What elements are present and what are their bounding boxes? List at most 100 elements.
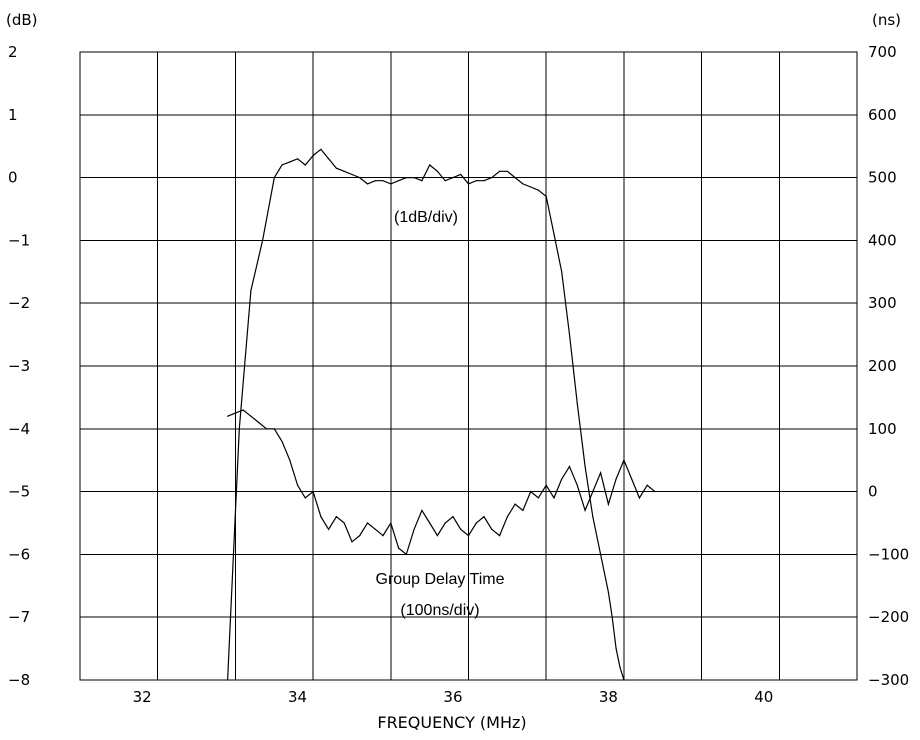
- amplitude-point: [274, 177, 275, 178]
- amplitude-point: [289, 161, 290, 162]
- group-delay-point: [507, 516, 508, 517]
- group-delay-point: [344, 522, 345, 523]
- amplitude-scale-label: (1dB/div): [394, 209, 458, 226]
- right-axis-unit: (ns): [872, 11, 901, 29]
- group-delay-point: [499, 535, 500, 536]
- amplitude-point: [305, 164, 306, 165]
- group-delay-point: [577, 485, 578, 486]
- amplitude-point: [328, 158, 329, 159]
- group-delay-point: [281, 441, 282, 442]
- group-delay-trace: [228, 410, 655, 554]
- x-axis-title: FREQUENCY (MHz): [377, 713, 526, 732]
- left-y-tick-label: 0: [8, 169, 18, 187]
- group-delay-point: [654, 491, 655, 492]
- amplitude-point: [538, 190, 539, 191]
- right-y-tick-label: −200: [868, 608, 909, 626]
- amplitude-point: [619, 667, 620, 668]
- amplitude-point: [344, 171, 345, 172]
- group-delay-point: [227, 416, 228, 417]
- right-y-tick-label: −100: [868, 545, 909, 563]
- amplitude-point: [452, 177, 453, 178]
- amplitude-point: [476, 180, 477, 181]
- amplitude-point: [262, 240, 263, 241]
- amplitude-point: [530, 186, 531, 187]
- amplitude-point: [390, 183, 391, 184]
- amplitude-point: [429, 164, 430, 165]
- group-delay-point: [437, 535, 438, 536]
- group-delay-point: [553, 497, 554, 498]
- left-y-tick-label: −7: [8, 608, 30, 626]
- group-delay-point: [414, 529, 415, 530]
- right-y-tick-label: 200: [868, 357, 897, 375]
- amplitude-point: [414, 177, 415, 178]
- amplitude-point: [507, 171, 508, 172]
- amplitude-trace: [228, 149, 624, 680]
- amplitude-point: [612, 617, 613, 618]
- left-y-tick-label: 2: [8, 43, 18, 61]
- right-y-tick-label: 700: [868, 43, 897, 61]
- group-delay-point: [429, 522, 430, 523]
- amplitude-point: [569, 334, 570, 335]
- amplitude-point: [336, 168, 337, 169]
- group-delay-point: [250, 416, 251, 417]
- amplitude-point: [468, 183, 469, 184]
- amplitude-point: [375, 180, 376, 181]
- group-delay-point: [243, 409, 244, 410]
- group-delay-point: [351, 541, 352, 542]
- group-delay-point: [468, 535, 469, 536]
- group-delay-point: [289, 460, 290, 461]
- group-delay-point: [390, 522, 391, 523]
- amplitude-point: [491, 177, 492, 178]
- group-delay-point: [569, 466, 570, 467]
- amplitude-point: [437, 171, 438, 172]
- group-delay-point: [647, 485, 648, 486]
- left-y-tick-label: −6: [8, 545, 30, 563]
- amplitude-point: [320, 149, 321, 150]
- amplitude-point: [406, 177, 407, 178]
- group-delay-label: Group Delay Time: [376, 571, 505, 588]
- group-delay-point: [367, 522, 368, 523]
- group-delay-point: [483, 516, 484, 517]
- x-tick-label: 40: [754, 688, 773, 706]
- amplitude-point: [382, 180, 383, 181]
- amplitude-point: [553, 234, 554, 235]
- x-tick-label: 34: [288, 688, 307, 706]
- group-delay-point: [460, 529, 461, 530]
- amplitude-point: [616, 648, 617, 649]
- group-delay-point: [608, 504, 609, 505]
- right-y-tick-label: 300: [868, 294, 897, 312]
- group-delay-point: [297, 485, 298, 486]
- amplitude-point: [297, 158, 298, 159]
- amplitude-point: [483, 180, 484, 181]
- group-delay-point: [452, 516, 453, 517]
- group-delay-point: [258, 422, 259, 423]
- amplitude-point: [421, 180, 422, 181]
- x-tick-label: 38: [599, 688, 618, 706]
- group-delay-point: [382, 535, 383, 536]
- right-y-tick-label: −300: [868, 671, 909, 689]
- amplitude-point: [281, 164, 282, 165]
- amplitude-point: [351, 174, 352, 175]
- amplitude-point: [227, 679, 228, 680]
- right-y-tick-label: 400: [868, 231, 897, 249]
- group-delay-point: [476, 522, 477, 523]
- group-delay-point: [623, 460, 624, 461]
- amplitude-point: [522, 183, 523, 184]
- group-delay-point: [522, 510, 523, 511]
- group-delay-point: [320, 516, 321, 517]
- right-y-tick-label: 500: [868, 169, 897, 187]
- left-y-tick-label: −3: [8, 357, 30, 375]
- left-y-tick-label: −1: [8, 231, 30, 249]
- right-y-tick-label: 100: [868, 420, 897, 438]
- left-y-tick-label: −8: [8, 671, 30, 689]
- left-y-tick-label: −2: [8, 294, 30, 312]
- amplitude-point: [600, 554, 601, 555]
- amplitude-point: [608, 592, 609, 593]
- group-delay-point: [421, 510, 422, 511]
- group-delay-point: [530, 491, 531, 492]
- group-delay-point: [616, 478, 617, 479]
- group-delay-point: [592, 491, 593, 492]
- amplitude-point: [398, 180, 399, 181]
- amplitude-point: [499, 171, 500, 172]
- amplitude-point: [623, 679, 624, 680]
